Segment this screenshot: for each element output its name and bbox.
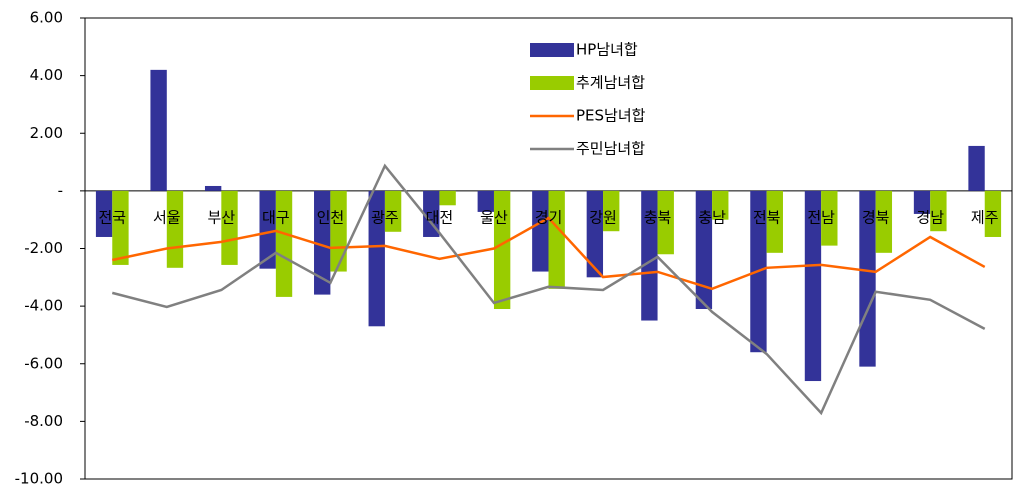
x-tick-label: 충남 (698, 209, 726, 227)
x-tick-label: 대전 (426, 209, 454, 227)
x-tick-label: 전북 (753, 209, 781, 227)
y-tick-label: -8.00 (24, 412, 63, 430)
bar (821, 190, 838, 246)
x-tick-label: 제주 (971, 209, 999, 227)
bar (384, 190, 402, 232)
x-tick-label: 강원 (589, 209, 617, 227)
y-tick-label: 6.00 (30, 9, 63, 27)
legend-swatch (530, 43, 574, 57)
bar (314, 190, 331, 295)
x-tick-label: 경기 (535, 209, 563, 227)
bar (259, 190, 276, 269)
y-tick-label: 2.00 (30, 124, 63, 142)
legend-label: HP남녀합 (576, 41, 638, 59)
bar (695, 190, 713, 310)
legend-label: 주민남녀합 (576, 140, 645, 158)
bar (95, 190, 113, 237)
x-tick-label: 부산 (208, 209, 236, 227)
x-tick-label: 전남 (807, 209, 835, 227)
bar (913, 190, 931, 214)
x-tick-label: 전국 (98, 209, 126, 227)
x-tick-label: 인천 (317, 209, 345, 227)
bar (859, 190, 876, 367)
bar (330, 190, 347, 272)
bar (603, 190, 620, 232)
legend-label: PES남녀합 (576, 107, 646, 125)
x-tick-label: 광주 (371, 209, 399, 227)
x-tick-label: 경북 (862, 209, 890, 227)
bar (221, 190, 238, 265)
y-tick-label: -6.00 (24, 354, 63, 372)
line-series (111, 163, 986, 416)
bar (150, 69, 167, 191)
bar (804, 190, 822, 382)
bar (166, 190, 184, 268)
bar (657, 190, 674, 255)
x-tick-label: 울산 (480, 209, 508, 227)
x-tick-label: 서울 (153, 209, 181, 227)
bar (275, 190, 293, 297)
legend-label: 추계남녀합 (576, 74, 645, 92)
bar (984, 190, 1002, 237)
bar (477, 190, 494, 212)
bar (112, 190, 129, 265)
bar (968, 145, 985, 191)
y-tick-label: -10.00 (15, 470, 63, 487)
legend-swatch (530, 76, 574, 90)
x-tick-label: 대구 (262, 209, 290, 227)
bar (930, 190, 947, 232)
x-tick-label: 충북 (644, 209, 672, 227)
bar (712, 190, 729, 220)
x-tick-label: 경남 (916, 209, 944, 227)
line-series (112, 216, 986, 291)
bar (423, 190, 440, 237)
bar (766, 190, 783, 253)
bar (439, 190, 456, 206)
y-tick-label: -2.00 (24, 239, 63, 257)
bar (641, 190, 658, 321)
y-tick-label: 4.00 (30, 66, 63, 84)
bar (548, 190, 565, 289)
bar (368, 190, 385, 327)
y-tick-label: - (58, 181, 63, 199)
bar (204, 185, 222, 191)
bar (493, 190, 511, 310)
y-tick-label: -4.00 (24, 297, 63, 315)
bar (875, 190, 893, 253)
bar (586, 190, 604, 278)
bar (532, 190, 549, 272)
